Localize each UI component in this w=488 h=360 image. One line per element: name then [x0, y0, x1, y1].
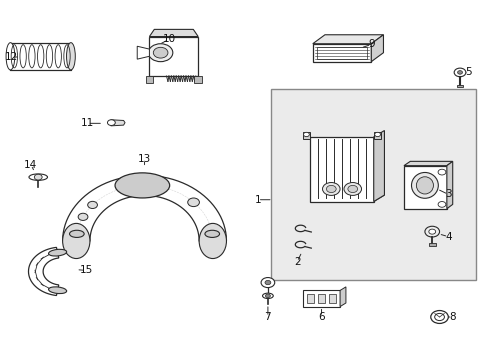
Polygon shape — [111, 120, 125, 126]
Polygon shape — [194, 76, 202, 83]
Text: 6: 6 — [318, 312, 324, 322]
Polygon shape — [10, 42, 71, 70]
Ellipse shape — [69, 230, 84, 238]
Circle shape — [303, 132, 309, 136]
Ellipse shape — [29, 174, 47, 180]
Ellipse shape — [262, 293, 273, 298]
Circle shape — [153, 47, 167, 58]
Ellipse shape — [199, 224, 226, 258]
Circle shape — [326, 185, 335, 193]
Text: 1: 1 — [254, 195, 261, 205]
Circle shape — [34, 174, 42, 180]
Text: 13: 13 — [138, 154, 151, 164]
Polygon shape — [373, 132, 380, 139]
Text: 8: 8 — [448, 312, 455, 322]
Text: 11: 11 — [81, 118, 94, 128]
Polygon shape — [373, 131, 384, 202]
Circle shape — [347, 185, 357, 193]
Polygon shape — [28, 247, 59, 296]
Polygon shape — [303, 132, 310, 139]
Circle shape — [187, 198, 199, 207]
Ellipse shape — [204, 230, 219, 238]
Circle shape — [264, 280, 270, 285]
Text: 7: 7 — [264, 312, 271, 322]
Ellipse shape — [411, 172, 437, 198]
Circle shape — [343, 183, 361, 195]
Polygon shape — [310, 137, 373, 202]
Polygon shape — [312, 44, 370, 62]
Polygon shape — [403, 166, 446, 209]
Polygon shape — [137, 46, 149, 59]
Ellipse shape — [115, 173, 169, 198]
Circle shape — [457, 71, 462, 74]
Circle shape — [430, 311, 447, 323]
Circle shape — [107, 120, 115, 126]
Circle shape — [87, 201, 97, 208]
Circle shape — [78, 213, 88, 220]
Text: 12: 12 — [5, 52, 18, 62]
Ellipse shape — [6, 42, 15, 70]
Polygon shape — [312, 35, 383, 44]
Ellipse shape — [48, 249, 66, 256]
Text: 2: 2 — [293, 257, 300, 267]
Polygon shape — [428, 243, 435, 246]
Polygon shape — [307, 294, 314, 303]
Text: 15: 15 — [79, 265, 92, 275]
Circle shape — [437, 202, 445, 207]
Circle shape — [428, 229, 435, 234]
Text: 5: 5 — [465, 67, 471, 77]
FancyBboxPatch shape — [271, 89, 475, 280]
Polygon shape — [318, 294, 325, 303]
Circle shape — [437, 169, 445, 175]
Circle shape — [261, 278, 274, 288]
Text: 3: 3 — [444, 189, 451, 199]
Polygon shape — [403, 161, 452, 166]
Polygon shape — [145, 76, 153, 83]
Circle shape — [322, 183, 339, 195]
Polygon shape — [303, 291, 339, 307]
Circle shape — [148, 44, 172, 62]
Polygon shape — [339, 287, 345, 307]
Polygon shape — [62, 175, 226, 241]
Text: 4: 4 — [444, 232, 451, 242]
Ellipse shape — [62, 224, 90, 258]
Circle shape — [453, 68, 465, 77]
Circle shape — [434, 314, 444, 320]
Polygon shape — [149, 37, 198, 76]
Text: 10: 10 — [162, 35, 175, 44]
Polygon shape — [456, 85, 463, 87]
Ellipse shape — [66, 42, 75, 70]
Text: 14: 14 — [24, 160, 38, 170]
Polygon shape — [149, 30, 198, 37]
Circle shape — [424, 226, 439, 237]
Ellipse shape — [48, 287, 66, 293]
Polygon shape — [310, 195, 384, 202]
Polygon shape — [328, 294, 335, 303]
Text: 9: 9 — [367, 40, 374, 49]
Polygon shape — [446, 161, 452, 209]
Circle shape — [374, 132, 380, 136]
Polygon shape — [370, 35, 383, 62]
Ellipse shape — [415, 177, 432, 194]
Circle shape — [265, 294, 270, 298]
